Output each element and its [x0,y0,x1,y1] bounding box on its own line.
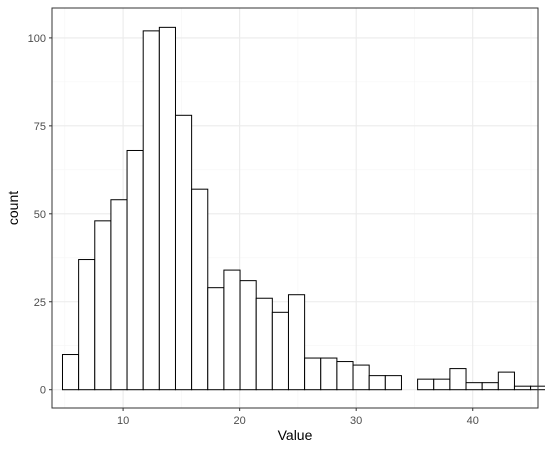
histogram-bar [481,382,499,391]
y-tick-label: 75 [34,121,46,133]
histogram-bar [384,375,402,391]
histogram-bar [142,30,160,391]
x-axis-title: Value [278,427,313,443]
y-axis-title: count [5,191,21,225]
histogram-bar [368,375,386,391]
histogram-bar [417,378,435,391]
histogram-bar [110,199,128,391]
x-axis: 10 20 30 40 [117,408,479,427]
histogram-bar [271,311,289,391]
y-axis: 0 25 50 75 100 [28,33,52,397]
x-tick-label: 40 [467,415,479,427]
histogram-bar [497,371,515,391]
histogram-bar [78,259,96,391]
histogram-bar [191,188,209,391]
histogram-bar [465,382,483,391]
histogram-bar [320,357,338,391]
histogram-bar [207,287,225,391]
y-tick-label: 50 [34,209,46,221]
y-tick-label: 100 [28,33,46,45]
histogram-bar [304,357,322,391]
histogram-bar [336,361,354,391]
y-tick-label: 0 [40,385,46,397]
histogram-bar [287,294,306,391]
histogram-bar [61,354,80,391]
histogram-bars [61,26,545,391]
histogram-bar [513,385,532,391]
x-tick-label: 10 [117,415,129,427]
x-tick-label: 30 [350,415,362,427]
histogram-bar [255,297,273,391]
histogram-bar [239,280,257,391]
histogram-bar [158,26,176,391]
x-tick-label: 20 [234,415,246,427]
histogram-bar [94,220,112,391]
histogram-bar [174,114,193,391]
histogram-bar [126,149,144,391]
histogram-bar [449,368,467,391]
panel-border [51,7,539,409]
histogram-bar [352,364,370,391]
histogram-bar [223,269,241,391]
y-tick-label: 25 [34,297,46,309]
histogram-bar [433,378,451,391]
